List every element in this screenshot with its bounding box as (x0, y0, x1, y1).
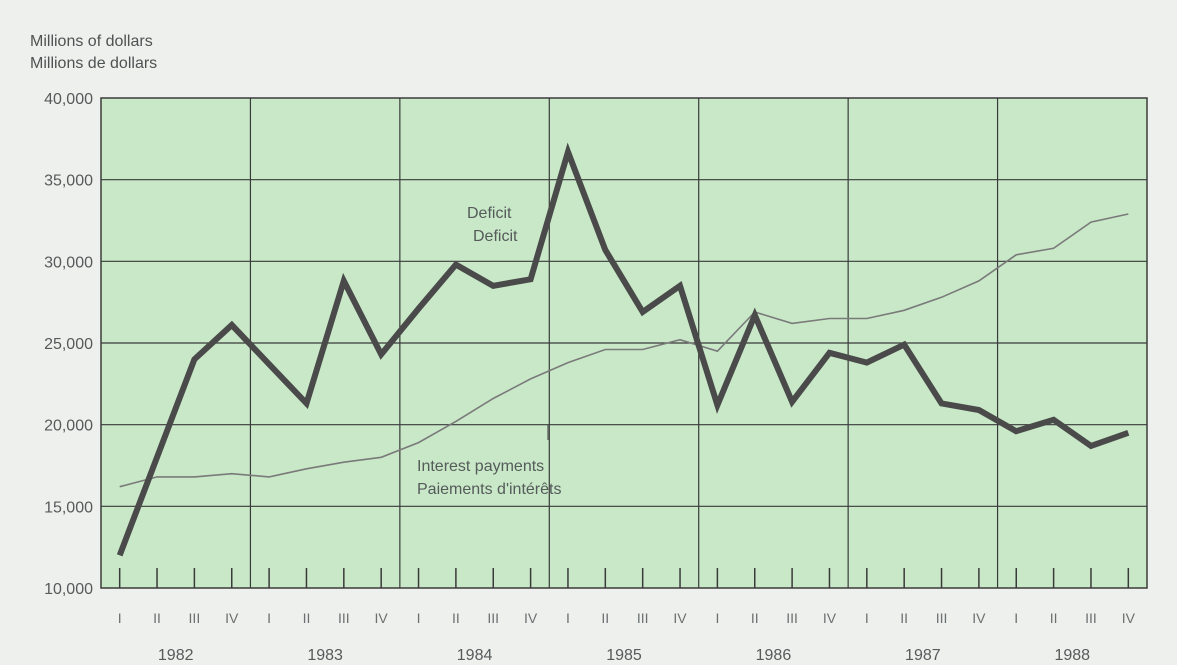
x-tick-label-quarter: IV (524, 610, 538, 626)
x-tick-label-quarter: II (601, 610, 609, 626)
y-tick-label: 20,000 (44, 418, 93, 435)
x-tick-label-quarter: I (1014, 610, 1018, 626)
x-tick-label-quarter: II (1050, 610, 1058, 626)
x-tick-label-year: 1987 (905, 647, 941, 664)
x-tick-label-quarter: II (900, 610, 908, 626)
x-tick-label-quarter: IV (823, 610, 837, 626)
x-tick-label-quarter: III (786, 610, 798, 626)
x-tick-label-quarter: I (865, 610, 869, 626)
x-tick-label-quarter: IV (225, 610, 239, 626)
x-tick-label-quarter: I (417, 610, 421, 626)
x-tick-label-quarter: I (566, 610, 570, 626)
x-tick-label-quarter: II (303, 610, 311, 626)
x-tick-label-year: 1983 (307, 647, 343, 664)
y-tick-label: 10,000 (44, 581, 93, 598)
y-tick-label: 30,000 (44, 254, 93, 271)
annotation-deficit-en: Deficit (467, 205, 512, 222)
x-tick-label-quarter: II (452, 610, 460, 626)
x-tick-label-quarter: I (118, 610, 122, 626)
x-tick-label-quarter: II (751, 610, 759, 626)
x-tick-label-quarter: III (936, 610, 948, 626)
x-tick-label-quarter: IV (1122, 610, 1136, 626)
x-tick-label-quarter: I (267, 610, 271, 626)
y-axis-label-line-2: Millions de dollars (30, 55, 157, 72)
series-line-deficit (116, 142, 1130, 557)
y-axis-label-line-1: Millions of dollars (30, 33, 153, 50)
x-tick-label-quarter: II (153, 610, 161, 626)
series-line-interest-payments (119, 213, 1129, 488)
x-tick-label-quarter: III (338, 610, 350, 626)
y-tick-label: 40,000 (44, 91, 93, 108)
y-tick-label: 35,000 (44, 173, 93, 190)
x-tick-label-quarter: III (189, 610, 201, 626)
x-tick-label-year: 1984 (457, 647, 493, 664)
x-tick-label-year: 1986 (756, 647, 792, 664)
x-tick-label-quarter: III (637, 610, 649, 626)
y-tick-label: 25,000 (44, 336, 93, 353)
annotation-interest-fr: Paiements d'intérêts (417, 481, 561, 498)
x-tick-label-year: 1988 (1054, 647, 1090, 664)
x-tick-label-quarter: III (487, 610, 499, 626)
x-tick-label-quarter: IV (673, 610, 687, 626)
x-tick-label-quarter: IV (375, 610, 389, 626)
x-tick-label-quarter: I (715, 610, 719, 626)
x-tick-label-year: 1985 (606, 647, 642, 664)
annotation-interest-en: Interest payments (417, 458, 544, 475)
x-tick-label-year: 1982 (158, 647, 194, 664)
x-tick-marks: I II III IV I II III IV I II III IV I II III IV I II III IV… (118, 568, 1136, 664)
x-tick-label-quarter: IV (972, 610, 986, 626)
x-tick-label-quarter: III (1085, 610, 1097, 626)
y-tick-label: 15,000 (44, 499, 93, 516)
y-tick-labels: 10,000 15,000 20,000 25,000 30,000 35,000 40,0… (44, 91, 93, 598)
series-layer (116, 142, 1130, 557)
annotation-deficit-fr: Deficit (473, 228, 518, 245)
